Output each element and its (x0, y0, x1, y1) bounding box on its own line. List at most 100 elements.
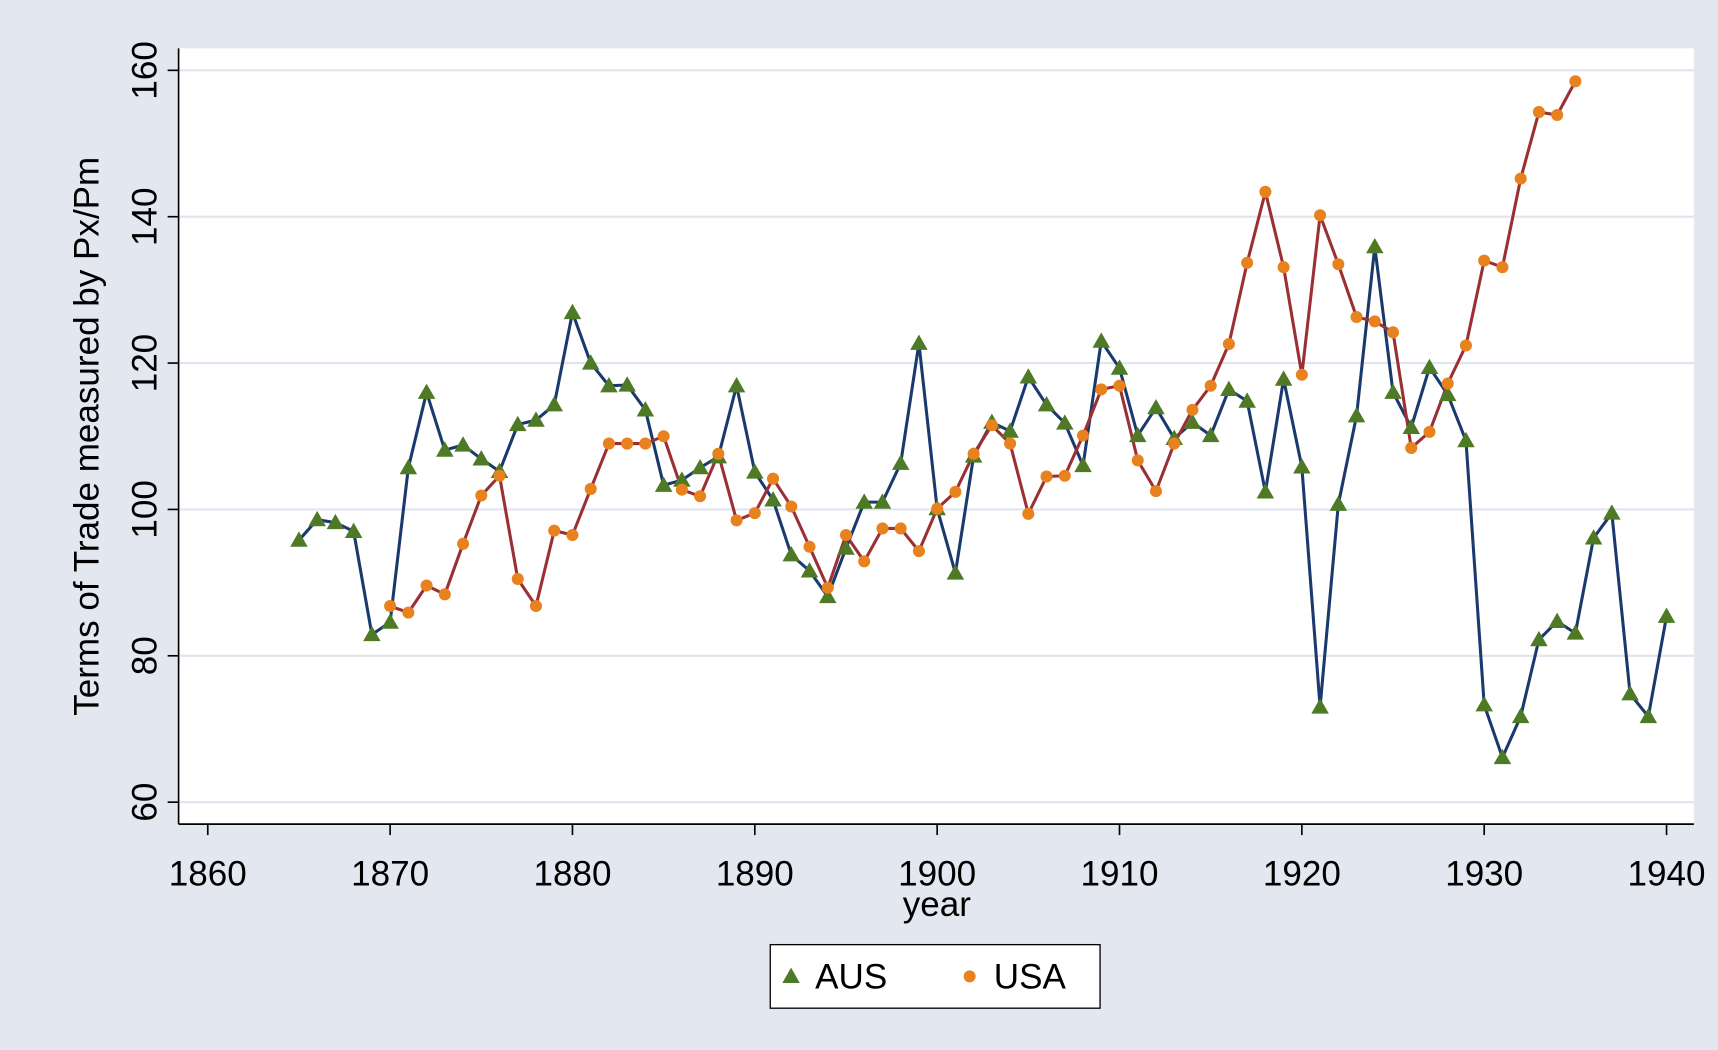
marker (931, 502, 944, 515)
marker (1493, 748, 1512, 765)
marker (1004, 437, 1017, 450)
marker (1277, 261, 1290, 274)
marker (290, 531, 308, 547)
marker (1530, 630, 1548, 647)
marker (839, 529, 853, 542)
marker (527, 411, 545, 427)
marks (290, 75, 1676, 765)
marker (402, 606, 415, 619)
marker (727, 376, 746, 393)
marker (1548, 612, 1566, 628)
marker (1056, 414, 1074, 430)
marker (1457, 431, 1475, 448)
marker (910, 334, 928, 350)
marker (1475, 696, 1493, 712)
marker (1074, 456, 1092, 473)
y-tick-label: 120 (126, 334, 165, 392)
marker (1256, 483, 1275, 499)
marker (600, 376, 618, 393)
marker (1551, 108, 1564, 122)
marker (1332, 258, 1345, 271)
marker (1314, 209, 1327, 222)
marker (1201, 426, 1220, 443)
marker (1168, 437, 1181, 450)
marker (1274, 370, 1293, 386)
marker (381, 613, 399, 629)
marker (894, 522, 907, 535)
marker (855, 493, 873, 509)
marker (946, 564, 965, 580)
marker (654, 476, 673, 492)
marker (1569, 75, 1582, 88)
marker (1204, 379, 1217, 392)
marker (1040, 470, 1053, 483)
marker (308, 510, 326, 527)
marker (1368, 315, 1381, 328)
x-tick-label: 1890 (716, 854, 794, 893)
marker (1532, 106, 1545, 119)
marker (1496, 261, 1509, 274)
marker (457, 537, 470, 550)
marker (1019, 368, 1038, 384)
marker (417, 383, 436, 399)
marker (858, 555, 871, 568)
marker (584, 482, 597, 495)
marker (1350, 310, 1363, 323)
marker (712, 447, 725, 460)
marker (730, 514, 743, 527)
marker (1478, 254, 1491, 267)
marker (602, 437, 615, 450)
marker (746, 463, 764, 479)
marker (545, 396, 563, 412)
marker (344, 522, 363, 538)
marker (1259, 185, 1272, 198)
marker (1603, 504, 1621, 520)
legend-entries: AUS USA (782, 957, 1066, 996)
marker (1183, 413, 1202, 429)
marker (657, 430, 670, 443)
marker (691, 458, 709, 475)
marker (1058, 469, 1071, 482)
marker (675, 483, 688, 496)
y-tick-label: 60 (126, 783, 165, 822)
marker (1186, 403, 1199, 416)
marker (475, 489, 488, 502)
marker (1095, 383, 1108, 396)
marker (876, 522, 889, 535)
marker (818, 587, 837, 604)
marker (326, 513, 345, 530)
marker (782, 967, 800, 983)
marker (1022, 507, 1035, 520)
marker (1657, 607, 1676, 623)
marker (767, 472, 780, 485)
marker (420, 579, 433, 592)
marker (1621, 685, 1639, 701)
marker (1147, 398, 1165, 415)
marker (363, 625, 381, 642)
marker (1347, 406, 1366, 423)
marker (636, 401, 655, 417)
marker (967, 447, 980, 460)
marker (639, 437, 652, 450)
marker (949, 485, 962, 498)
marker (963, 970, 976, 983)
marker (1423, 425, 1436, 438)
plot-area (178, 48, 1694, 825)
marker (1238, 392, 1256, 408)
marker (436, 441, 454, 457)
legend-label: AUS (815, 957, 887, 996)
marker (1241, 256, 1254, 269)
marker (891, 454, 910, 470)
marker (764, 491, 782, 507)
marker (1366, 237, 1384, 254)
x-tick-label: 1870 (351, 854, 429, 893)
x-tick-label: 1900 (898, 854, 976, 893)
marker (1639, 707, 1658, 724)
marker (1110, 359, 1129, 375)
marker (748, 507, 761, 520)
marker (454, 436, 472, 452)
marker (1295, 368, 1308, 381)
marker (529, 600, 543, 613)
marker (1092, 332, 1111, 348)
